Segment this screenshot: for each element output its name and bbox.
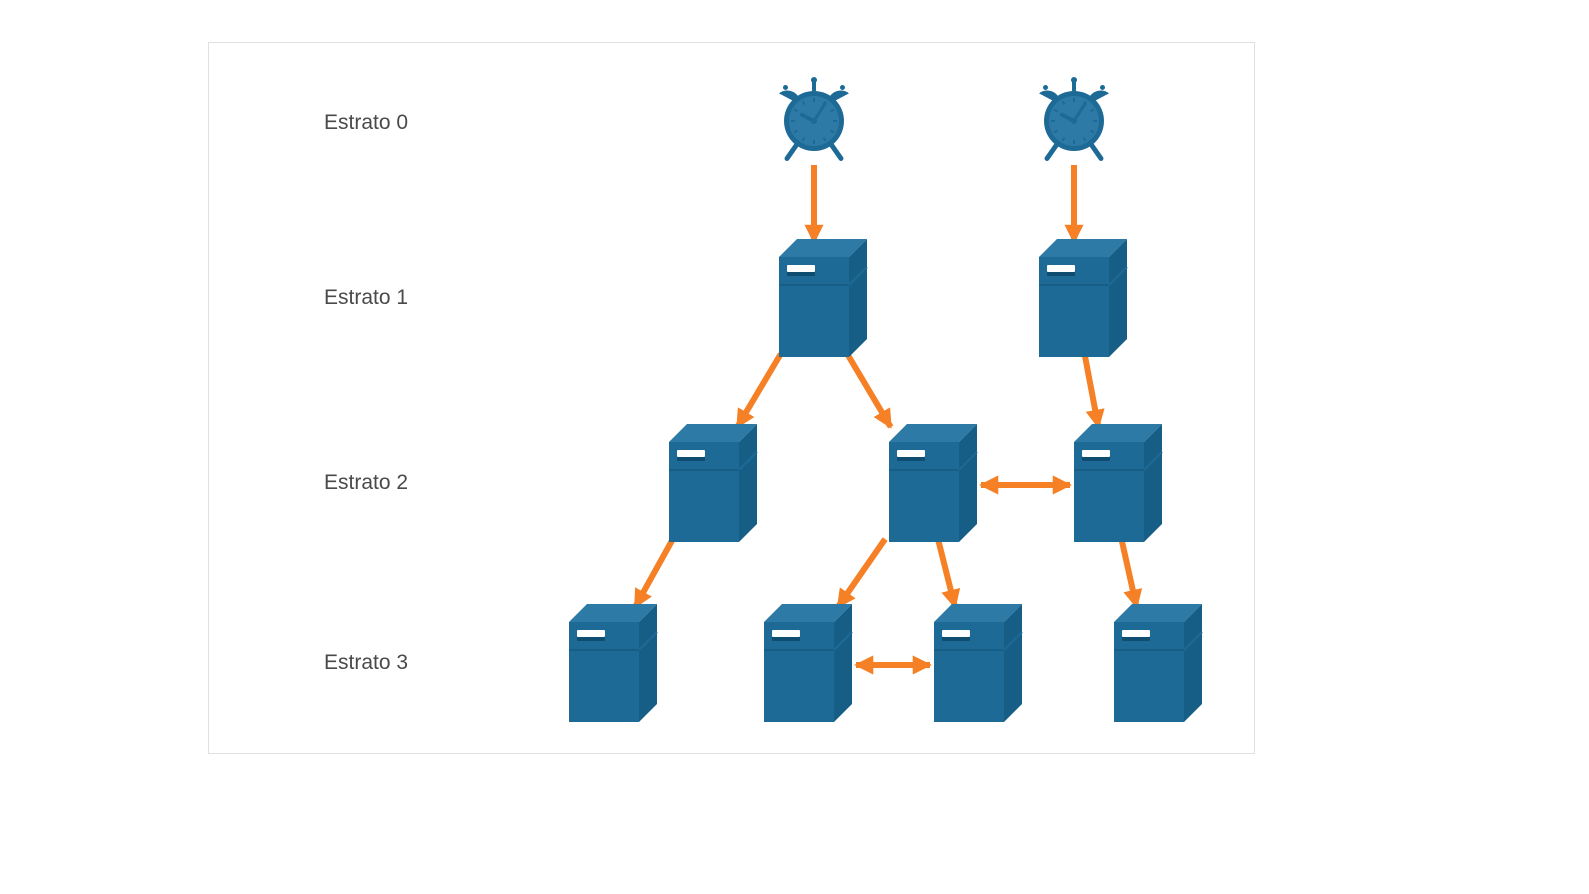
server-icon bbox=[764, 604, 852, 722]
edge-arrow bbox=[1121, 539, 1136, 607]
server-icon bbox=[1074, 424, 1162, 542]
nodes-layer bbox=[569, 77, 1202, 722]
edge-arrow bbox=[847, 354, 890, 427]
server-icon bbox=[934, 604, 1022, 722]
server-icon bbox=[1114, 604, 1202, 722]
edge-arrow bbox=[838, 539, 885, 607]
edge-arrow bbox=[737, 354, 780, 427]
diagram-canvas bbox=[209, 43, 1254, 753]
server-icon bbox=[889, 424, 977, 542]
server-icon bbox=[779, 239, 867, 357]
edge-arrow bbox=[1085, 354, 1099, 427]
server-icon bbox=[669, 424, 757, 542]
clock-icon bbox=[779, 77, 849, 159]
server-icon bbox=[1039, 239, 1127, 357]
edge-arrow bbox=[938, 539, 955, 607]
edge-arrow bbox=[635, 539, 673, 607]
diagram-frame: Estrato 0 Estrato 1 Estrato 2 Estrato 3 bbox=[208, 42, 1255, 754]
server-icon bbox=[569, 604, 657, 722]
clock-icon bbox=[1039, 77, 1109, 159]
